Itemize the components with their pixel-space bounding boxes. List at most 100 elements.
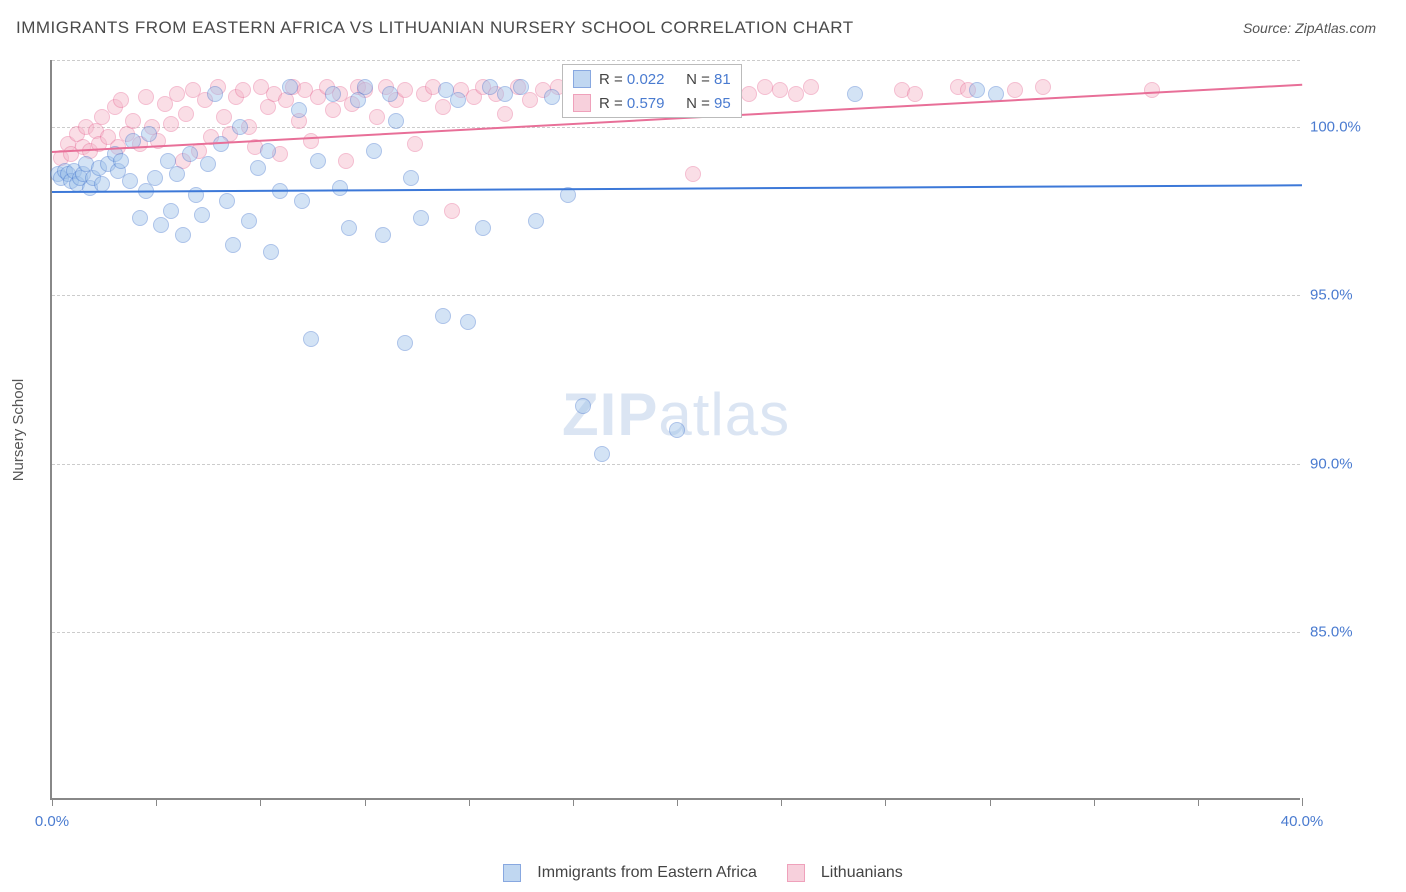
- stats-row-pink: R = 0.579 N = 95: [563, 91, 741, 115]
- scatter-point-blue: [147, 170, 163, 186]
- x-tick-mark: [156, 798, 157, 806]
- scatter-point-blue: [341, 220, 357, 236]
- scatter-point-blue: [294, 193, 310, 209]
- gridline-h: [52, 464, 1300, 465]
- scatter-point-blue: [528, 213, 544, 229]
- scatter-point-blue: [122, 173, 138, 189]
- scatter-point-blue: [153, 217, 169, 233]
- x-tick-mark: [469, 798, 470, 806]
- scatter-point-blue: [175, 227, 191, 243]
- scatter-point-pink: [772, 82, 788, 98]
- scatter-point-pink: [803, 79, 819, 95]
- scatter-point-pink: [303, 133, 319, 149]
- chart-title: IMMIGRANTS FROM EASTERN AFRICA VS LITHUA…: [16, 18, 854, 38]
- scatter-point-blue: [450, 92, 466, 108]
- scatter-point-blue: [969, 82, 985, 98]
- x-tick-mark: [990, 798, 991, 806]
- scatter-point-pink: [407, 136, 423, 152]
- y-tick-label: 95.0%: [1310, 287, 1380, 304]
- trend-line-blue: [52, 184, 1302, 193]
- scatter-point-blue: [403, 170, 419, 186]
- scatter-point-pink: [138, 89, 154, 105]
- x-tick-mark: [260, 798, 261, 806]
- scatter-point-blue: [132, 210, 148, 226]
- scatter-point-blue: [250, 160, 266, 176]
- scatter-point-pink: [235, 82, 251, 98]
- scatter-point-blue: [113, 153, 129, 169]
- scatter-point-blue: [847, 86, 863, 102]
- scatter-point-blue: [594, 446, 610, 462]
- scatter-point-pink: [435, 99, 451, 115]
- scatter-point-pink: [178, 106, 194, 122]
- stats-swatch: [573, 94, 591, 112]
- scatter-point-blue: [303, 331, 319, 347]
- scatter-point-pink: [163, 116, 179, 132]
- x-tick-mark: [52, 798, 53, 806]
- scatter-point-blue: [460, 314, 476, 330]
- gridline-h: [52, 295, 1300, 296]
- scatter-point-blue: [163, 203, 179, 219]
- x-tick-mark: [781, 798, 782, 806]
- scatter-point-blue: [544, 89, 560, 105]
- stats-r-label: R =: [599, 95, 623, 112]
- x-tick-mark: [1094, 798, 1095, 806]
- scatter-point-blue: [188, 187, 204, 203]
- scatter-point-blue: [382, 86, 398, 102]
- stats-n-value: 81: [710, 71, 731, 88]
- scatter-point-pink: [397, 82, 413, 98]
- scatter-point-blue: [241, 213, 257, 229]
- scatter-point-pink: [788, 86, 804, 102]
- x-tick-mark: [573, 798, 574, 806]
- y-tick-label: 90.0%: [1310, 455, 1380, 472]
- scatter-point-blue: [357, 79, 373, 95]
- y-tick-label: 85.0%: [1310, 623, 1380, 640]
- legend-bottom: Immigrants from Eastern Africa Lithuania…: [0, 864, 1406, 882]
- scatter-point-pink: [907, 86, 923, 102]
- x-tick-label-min: 0.0%: [35, 813, 69, 830]
- scatter-point-pink: [325, 102, 341, 118]
- scatter-point-pink: [685, 166, 701, 182]
- scatter-point-pink: [369, 109, 385, 125]
- gridline-h-top: [52, 60, 1300, 61]
- scatter-point-blue: [475, 220, 491, 236]
- watermark: ZIPatlas: [562, 380, 790, 449]
- legend-label-blue: Immigrants from Eastern Africa: [537, 864, 757, 882]
- scatter-point-blue: [263, 244, 279, 260]
- scatter-point-pink: [113, 92, 129, 108]
- stats-r-value: 0.022: [623, 71, 678, 88]
- scatter-point-pink: [1035, 79, 1051, 95]
- stats-swatch: [573, 70, 591, 88]
- scatter-point-blue: [497, 86, 513, 102]
- scatter-point-pink: [338, 153, 354, 169]
- scatter-point-blue: [219, 193, 235, 209]
- gridline-h: [52, 632, 1300, 633]
- scatter-point-blue: [200, 156, 216, 172]
- scatter-point-blue: [141, 126, 157, 142]
- stats-r-label: R =: [599, 71, 623, 88]
- stats-row-blue: R = 0.022 N = 81: [563, 67, 741, 91]
- scatter-point-pink: [1144, 82, 1160, 98]
- scatter-point-blue: [260, 143, 276, 159]
- scatter-point-blue: [291, 102, 307, 118]
- x-tick-mark: [1198, 798, 1199, 806]
- scatter-point-blue: [325, 86, 341, 102]
- scatter-point-blue: [232, 119, 248, 135]
- scatter-point-blue: [375, 227, 391, 243]
- scatter-point-pink: [497, 106, 513, 122]
- legend-swatch-blue: [503, 864, 521, 882]
- scatter-point-blue: [169, 166, 185, 182]
- scatter-point-blue: [225, 237, 241, 253]
- scatter-point-blue: [669, 422, 685, 438]
- scatter-point-blue: [282, 79, 298, 95]
- scatter-point-blue: [413, 210, 429, 226]
- scatter-point-pink: [169, 86, 185, 102]
- stats-r-value: 0.579: [623, 95, 678, 112]
- scatter-point-pink: [444, 203, 460, 219]
- scatter-point-blue: [207, 86, 223, 102]
- scatter-point-pink: [125, 113, 141, 129]
- y-tick-label: 100.0%: [1310, 119, 1380, 136]
- scatter-point-blue: [182, 146, 198, 162]
- x-tick-mark: [365, 798, 366, 806]
- legend-swatch-pink: [787, 864, 805, 882]
- stats-n-value: 95: [710, 95, 731, 112]
